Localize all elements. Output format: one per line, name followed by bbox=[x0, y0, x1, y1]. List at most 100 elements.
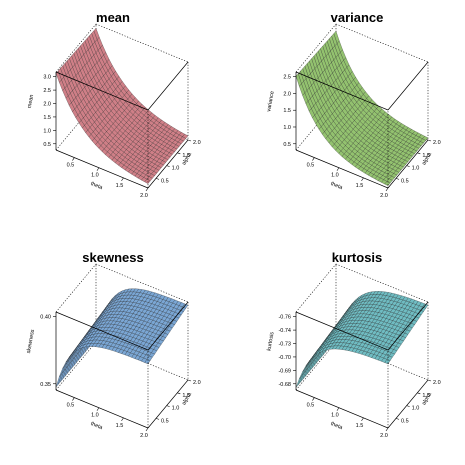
x-axis-label: theta bbox=[90, 421, 104, 431]
box-edge bbox=[55, 23, 97, 73]
y-tick-label: 1.5 bbox=[422, 153, 430, 159]
box-edge bbox=[295, 311, 389, 351]
x-tick-label: 1.5 bbox=[356, 423, 364, 429]
y-tick bbox=[395, 178, 400, 180]
x-tick-label: 1.0 bbox=[331, 413, 339, 419]
y-tick-label: 0.5 bbox=[161, 418, 169, 424]
y-tick-label: 1.0 bbox=[412, 166, 420, 172]
y-tick bbox=[187, 379, 192, 382]
box-edge bbox=[95, 23, 189, 63]
y-tick bbox=[155, 178, 160, 180]
x-axis-label: theta bbox=[330, 181, 344, 191]
z-tick-label: 1.0 bbox=[283, 125, 291, 131]
y-tick bbox=[177, 152, 181, 155]
box-edge bbox=[387, 61, 429, 111]
z-tick-label: 2.0 bbox=[43, 102, 51, 108]
x-tick bbox=[72, 397, 75, 401]
x-tick bbox=[145, 427, 149, 432]
box-edge bbox=[55, 263, 97, 313]
x-tick bbox=[385, 187, 389, 192]
box-edge bbox=[387, 139, 429, 189]
box-edge bbox=[295, 101, 337, 151]
y-tick bbox=[177, 392, 181, 395]
x-tick bbox=[96, 407, 100, 411]
y-tick-label: 1.5 bbox=[182, 153, 190, 159]
y-tick-label: 1.0 bbox=[172, 166, 180, 172]
y-tick-label: 0.5 bbox=[161, 178, 169, 184]
surface-facet bbox=[144, 359, 151, 365]
y-tick bbox=[406, 165, 410, 167]
z-tick-label: 1.5 bbox=[283, 108, 291, 114]
z-axis-label: skewness bbox=[26, 329, 36, 354]
surface-facet bbox=[384, 181, 391, 186]
z-tick-label: 0.5 bbox=[283, 142, 291, 148]
y-tick-label: 1.5 bbox=[182, 393, 190, 399]
z-axis-label: kurtosis bbox=[266, 331, 275, 351]
x-tick bbox=[121, 177, 124, 182]
y-tick-label: 0.5 bbox=[401, 418, 409, 424]
z-tick-label: 0.35 bbox=[40, 382, 51, 388]
z-tick-label: -0.76 bbox=[278, 315, 291, 321]
y-tick bbox=[166, 405, 170, 407]
box-edge bbox=[55, 389, 149, 429]
box-edge bbox=[387, 379, 429, 429]
x-tick-label: 1.5 bbox=[116, 183, 124, 189]
surface-facet bbox=[384, 359, 391, 365]
x-axis-label: theta bbox=[90, 181, 104, 191]
z-tick-label: 0.40 bbox=[40, 315, 51, 321]
y-tick-label: 2.0 bbox=[193, 380, 201, 386]
x-tick-label: 1.5 bbox=[356, 183, 364, 189]
x-tick-label: 0.5 bbox=[67, 403, 75, 409]
y-tick bbox=[417, 152, 421, 155]
x-tick-label: 1.0 bbox=[91, 173, 99, 179]
box-edge bbox=[55, 101, 97, 151]
y-tick-label: 2.0 bbox=[193, 140, 201, 146]
z-tick-label: 2.5 bbox=[283, 75, 291, 81]
surface bbox=[295, 30, 429, 186]
x-tick bbox=[121, 417, 124, 422]
box-edge bbox=[387, 301, 429, 351]
y-tick-label: 1.0 bbox=[172, 406, 180, 412]
panel-skewness: skewness0.350.40skewness0.51.01.52.0thet… bbox=[26, 250, 201, 439]
y-tick-label: 2.0 bbox=[433, 380, 441, 386]
z-tick-label: -0.70 bbox=[278, 355, 291, 361]
z-axis-label: variance bbox=[266, 91, 276, 113]
y-tick bbox=[427, 379, 432, 382]
panel-variance: variance0.51.01.52.02.5variance0.51.01.5… bbox=[266, 10, 440, 199]
panel-title: kurtosis bbox=[332, 250, 383, 265]
box-edge bbox=[55, 149, 149, 189]
z-tick-label: 1.0 bbox=[43, 128, 51, 134]
z-tick-label: 2.5 bbox=[43, 88, 51, 94]
z-tick-label: -0.68 bbox=[278, 382, 291, 388]
surface bbox=[55, 28, 189, 184]
x-tick bbox=[336, 167, 340, 171]
x-tick bbox=[361, 417, 364, 422]
surface-facet bbox=[144, 179, 151, 184]
x-tick bbox=[96, 167, 100, 171]
x-tick-label: 1.5 bbox=[116, 423, 124, 429]
x-tick-label: 0.5 bbox=[67, 163, 75, 169]
x-tick-label: 0.5 bbox=[307, 403, 315, 409]
x-tick bbox=[145, 187, 149, 192]
z-tick-label: -0.73 bbox=[278, 342, 291, 348]
box-edge bbox=[295, 389, 389, 429]
x-tick bbox=[336, 407, 340, 411]
surface bbox=[295, 291, 429, 388]
box-edge bbox=[55, 71, 149, 111]
x-tick-label: 0.5 bbox=[307, 163, 315, 169]
y-tick bbox=[187, 139, 192, 142]
x-tick bbox=[312, 397, 315, 401]
box-edge bbox=[295, 341, 337, 391]
x-tick bbox=[361, 177, 364, 182]
panel-title: variance bbox=[331, 10, 384, 25]
x-tick-label: 1.0 bbox=[331, 173, 339, 179]
panel-mean: mean0.51.01.52.02.53.0mean0.51.01.52.0th… bbox=[27, 10, 201, 199]
y-tick bbox=[417, 392, 421, 395]
x-tick-label: 2.0 bbox=[140, 433, 148, 439]
y-tick bbox=[406, 405, 410, 407]
x-tick bbox=[385, 427, 389, 432]
box-edge bbox=[55, 311, 149, 351]
z-tick-label: 1.5 bbox=[43, 115, 51, 121]
